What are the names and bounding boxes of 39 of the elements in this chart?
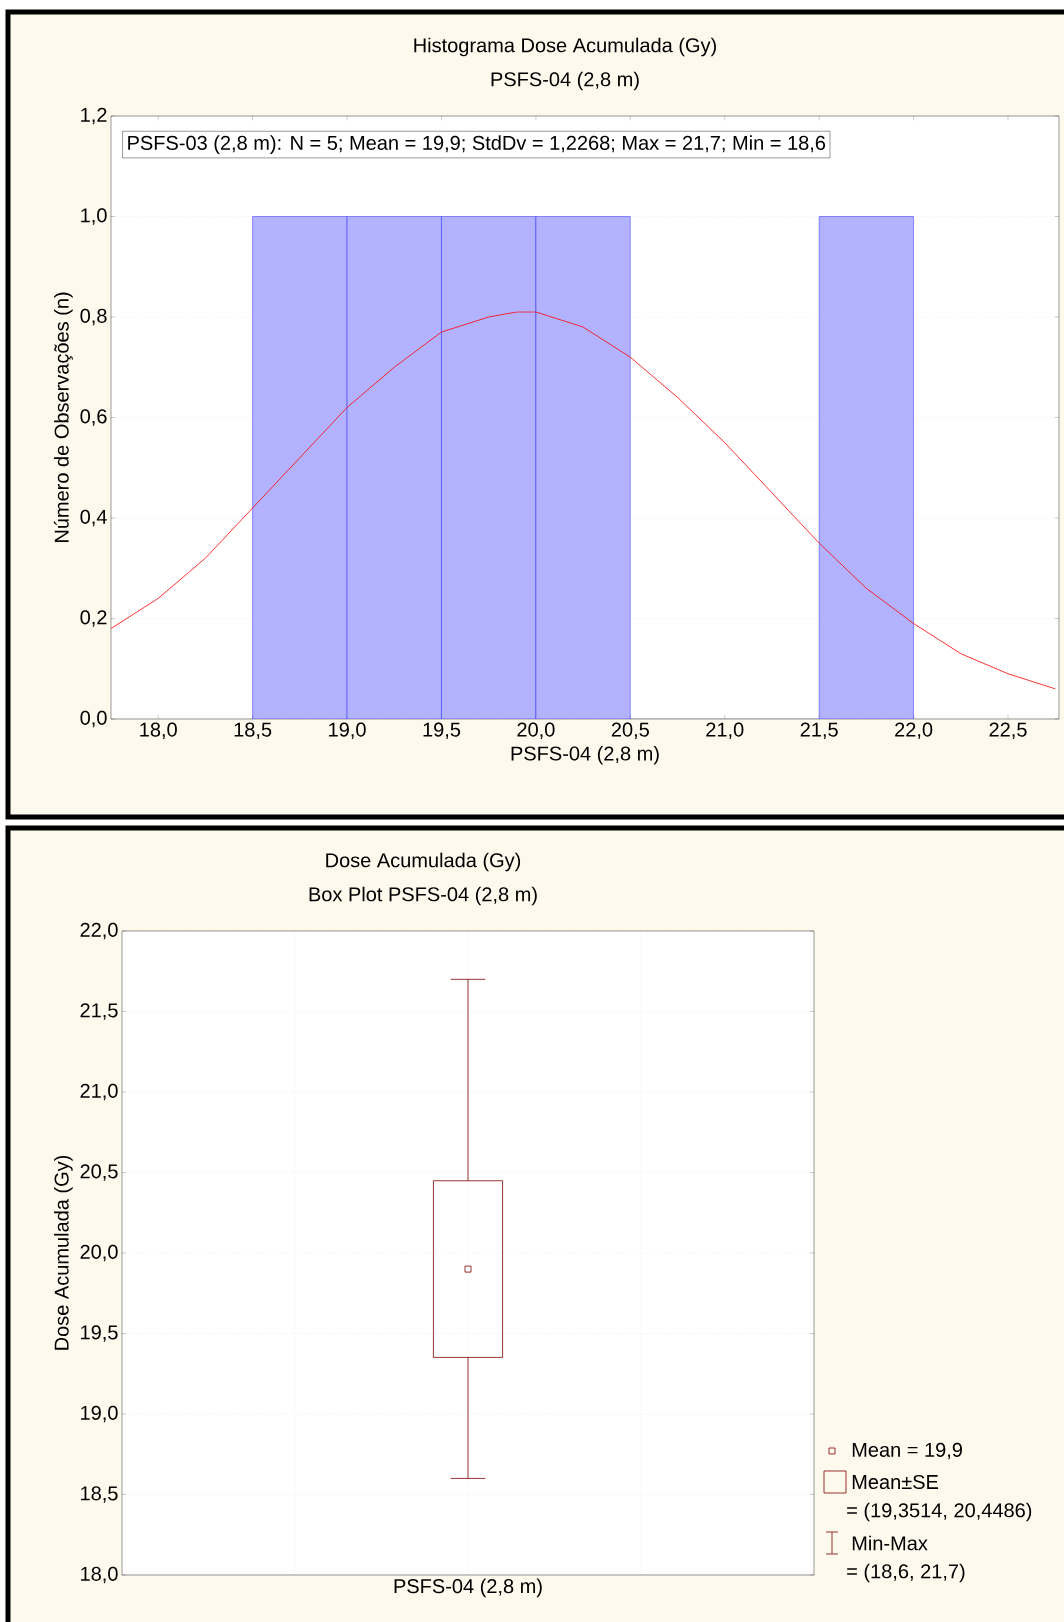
y-tick-label: 0,0 (80, 710, 107, 728)
x-tick-label: 22,0 (895, 722, 933, 740)
y-tick-label: 21,5 (80, 1003, 118, 1020)
text: Mean = 19,9 (852, 1442, 962, 1460)
x-axis-title: PSFS-04 (2,8 m) (511, 745, 659, 765)
text: = (18,6, 21,7) (847, 1563, 965, 1583)
x-tick-label: 21,0 (706, 722, 744, 740)
x-tick-label: 19,5 (423, 722, 461, 740)
x-tick-label: 20,0 (517, 722, 555, 740)
annotation: PSFS-03 (2,8 m): N = 5; Mean = 19,9; StdDv = 1,2268; Max = 21,7; Min = 18,6 (128, 135, 826, 154)
y-tick-label: 21,0 (80, 1083, 118, 1101)
chart-title: Dose Acumulada (Gy) (326, 852, 521, 872)
y-tick-label: 20,0 (80, 1244, 118, 1262)
chart-subtitle: Box Plot PSFS-04 (2,8 m) (309, 886, 537, 906)
x-tick-label: 19,0 (329, 722, 366, 740)
text: Min-Max (852, 1535, 928, 1551)
x-tick-label: 18,5 (234, 722, 272, 740)
text: = (19,3514, 20,4486) (847, 1502, 1032, 1522)
y-tick-label: 0,6 (80, 409, 107, 426)
y-tick-label: 0,2 (80, 610, 107, 627)
x-tick-label: 21,5 (800, 722, 838, 740)
y-axis-title: Número de Observações (n) (53, 292, 73, 543)
y-tick-label: 1,2 (81, 107, 107, 125)
y-tick-label: 0,4 (80, 509, 107, 527)
y-tick-label: 0,8 (80, 308, 107, 326)
y-axis-title: Dose Acumulada (Gy) (54, 1155, 73, 1350)
chart-subtitle: PSFS-04 (2,8 m) (491, 71, 639, 91)
y-tick-label: 22,0 (80, 922, 118, 940)
text: Mean±SE (852, 1474, 939, 1490)
y-tick-label: 1,0 (81, 208, 107, 225)
x-tick-label: 18,0 (140, 722, 177, 740)
y-tick-label: 20,5 (80, 1164, 118, 1181)
y-tick-label: 18,5 (81, 1486, 118, 1503)
x-tick-label: 22,5 (989, 722, 1027, 740)
y-tick-label: 19,5 (81, 1325, 118, 1342)
chart-title: Histograma Dose Acumulada (Gy) (414, 37, 716, 57)
y-tick-label: 19,0 (81, 1405, 118, 1423)
x-tick-label: 20,5 (611, 722, 649, 740)
y-tick-label: 18,0 (81, 1566, 118, 1584)
